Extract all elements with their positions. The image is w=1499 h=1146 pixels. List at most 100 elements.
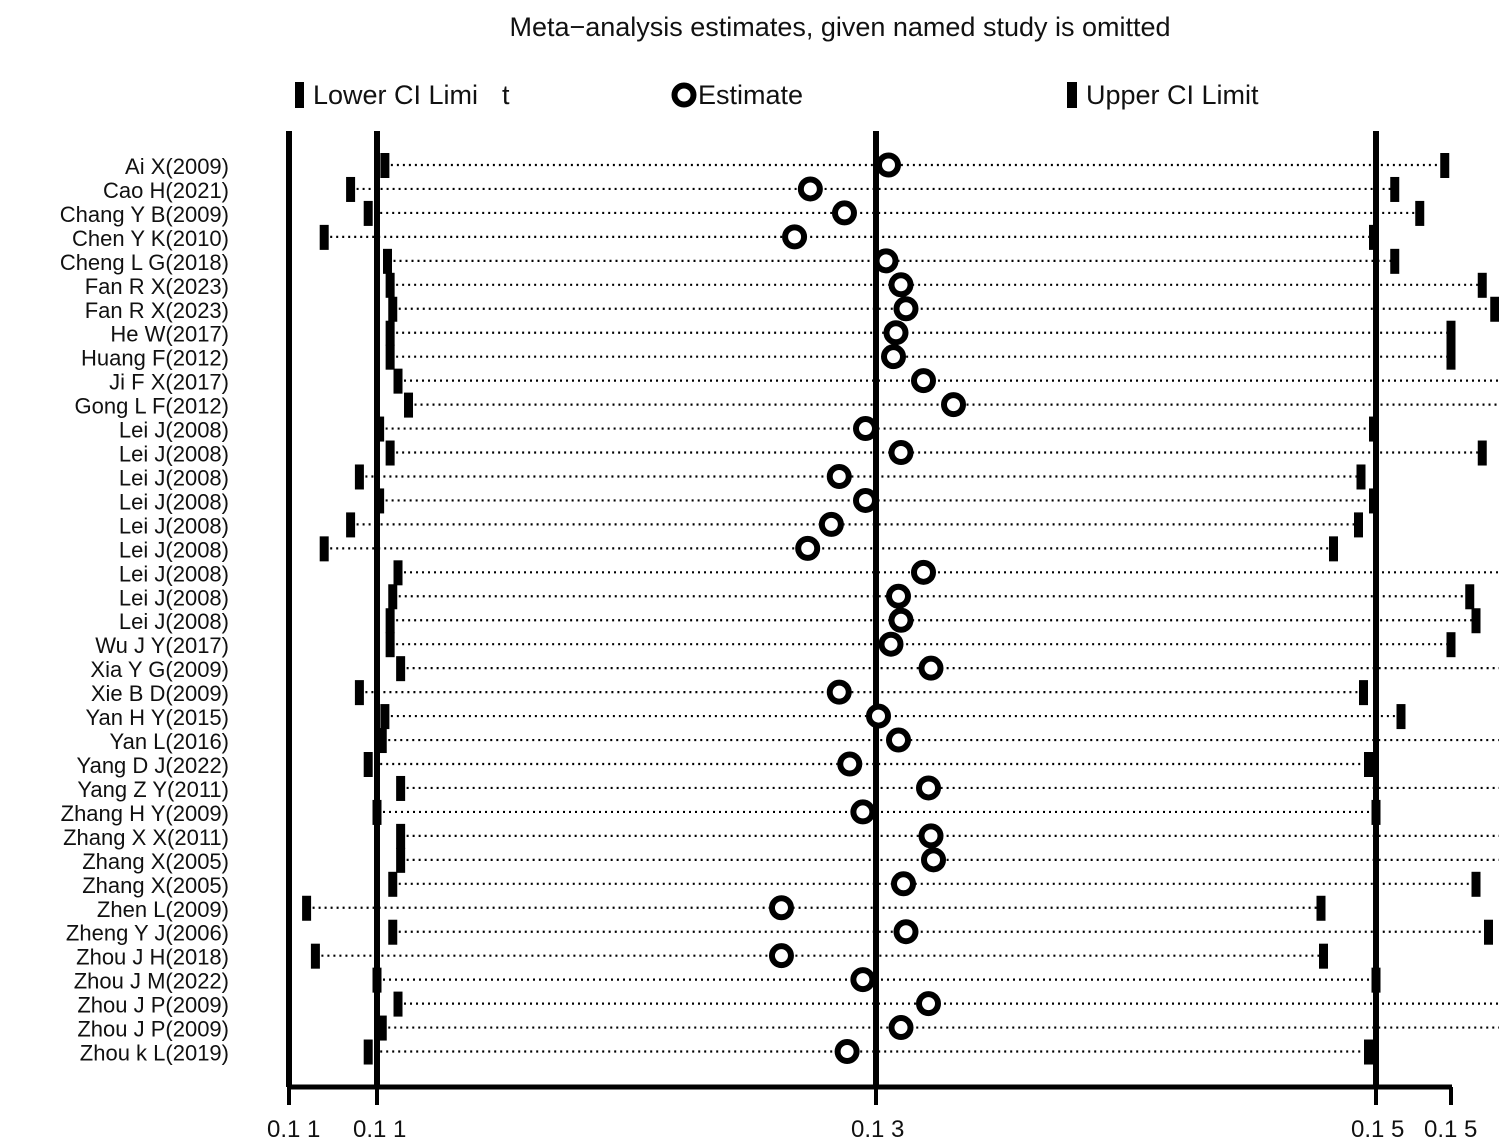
upper-ci-mark bbox=[1369, 488, 1378, 514]
legend-lower-ci-icon bbox=[295, 82, 304, 108]
study-row bbox=[385, 320, 1456, 346]
x-tick-label: 0.1 3 bbox=[851, 1116, 904, 1143]
lower-ci-mark bbox=[385, 344, 395, 370]
study-row bbox=[385, 440, 1487, 466]
lower-ci-mark bbox=[363, 200, 373, 226]
lower-ci-mark bbox=[375, 416, 385, 442]
upper-ci-mark bbox=[1354, 512, 1363, 538]
study-rows bbox=[302, 152, 1499, 1065]
study-label: Huang F(2012) bbox=[81, 346, 229, 371]
lower-ci-mark bbox=[383, 248, 393, 274]
estimate-point bbox=[911, 368, 936, 394]
estimate-point bbox=[850, 967, 876, 993]
legend-upper-ci-icon bbox=[1067, 82, 1077, 108]
upper-ci-mark bbox=[1390, 176, 1400, 202]
lower-ci-mark bbox=[404, 392, 414, 418]
study-label: Fan R X(2023) bbox=[85, 298, 229, 323]
estimate-point bbox=[831, 200, 857, 226]
study-row bbox=[354, 463, 1366, 490]
study-row bbox=[396, 655, 1499, 682]
upper-ci-mark bbox=[1465, 584, 1475, 610]
upper-ci-mark bbox=[1319, 943, 1328, 969]
study-row bbox=[375, 416, 1378, 442]
lower-ci-mark bbox=[388, 919, 398, 945]
estimate-point bbox=[837, 751, 863, 777]
study-row bbox=[388, 583, 1475, 610]
upper-ci-mark bbox=[1369, 416, 1378, 442]
lower-ci-mark bbox=[375, 488, 385, 514]
legend: Lower CI Limi t Estimate Upper CI Limit bbox=[295, 80, 1259, 110]
study-label: Zhou J P(2009) bbox=[77, 993, 229, 1018]
study-label: Xie B D(2009) bbox=[91, 681, 229, 706]
study-labels: Ai X(2009)Cao H(2021)Chang Y B(2009)Chen… bbox=[60, 154, 229, 1066]
x-tick-label: 0.1 1 bbox=[267, 1116, 320, 1143]
study-label: Yan L(2016) bbox=[110, 729, 229, 754]
estimate-point bbox=[886, 727, 911, 753]
upper-ci-mark bbox=[1316, 895, 1326, 921]
estimate-point bbox=[891, 871, 916, 897]
upper-ci-mark bbox=[1446, 320, 1456, 346]
upper-ci-mark bbox=[1471, 608, 1481, 634]
study-label: Zheng Y J(2006) bbox=[66, 921, 229, 946]
upper-ci-mark bbox=[1396, 704, 1406, 730]
study-row bbox=[393, 991, 1499, 1017]
estimate-point bbox=[911, 559, 936, 585]
x-tick-label: 0.1 5 bbox=[1351, 1116, 1404, 1143]
x-tick-label: 0.1 5 bbox=[1424, 1116, 1477, 1143]
study-label: Zhen L(2009) bbox=[97, 897, 229, 922]
lower-ci-mark bbox=[372, 967, 382, 993]
study-label: Lei J(2008) bbox=[119, 585, 229, 610]
study-row bbox=[380, 152, 1450, 178]
legend-lower-ci-label-suffix: t bbox=[502, 80, 510, 110]
lower-ci-mark bbox=[372, 799, 382, 825]
lower-ci-mark bbox=[396, 656, 406, 682]
study-label: Zhou J H(2018) bbox=[76, 945, 229, 970]
study-label: Zhou J M(2022) bbox=[74, 969, 229, 994]
study-row bbox=[396, 847, 1499, 873]
estimate-point bbox=[782, 224, 808, 250]
x-tick-label: 0.1 1 bbox=[353, 1116, 406, 1143]
estimate-point bbox=[893, 296, 919, 322]
upper-ci-mark bbox=[1369, 224, 1378, 250]
study-row bbox=[388, 871, 1481, 897]
estimate-point bbox=[918, 655, 944, 681]
study-label: Ai X(2009) bbox=[125, 154, 229, 179]
upper-ci-mark bbox=[1446, 344, 1456, 370]
study-row bbox=[319, 224, 1378, 250]
lower-ci-mark bbox=[346, 176, 356, 202]
estimate-point bbox=[797, 176, 823, 202]
lower-ci-mark bbox=[385, 320, 395, 346]
study-label: Lei J(2008) bbox=[119, 561, 229, 586]
lower-ci-mark bbox=[380, 704, 390, 730]
legend-estimate-icon bbox=[671, 82, 697, 108]
upper-ci-mark bbox=[1446, 632, 1456, 658]
lower-ci-mark bbox=[385, 608, 395, 634]
study-row bbox=[310, 943, 1328, 969]
study-label: Cao H(2021) bbox=[103, 178, 229, 203]
study-row bbox=[363, 1039, 1373, 1065]
study-row bbox=[380, 703, 1406, 730]
study-row bbox=[354, 679, 1368, 706]
estimate-point bbox=[888, 607, 914, 633]
upper-ci-mark bbox=[1390, 248, 1400, 274]
lower-ci-mark bbox=[388, 296, 398, 322]
study-label: Zhang H Y(2009) bbox=[61, 801, 229, 826]
estimate-point bbox=[852, 416, 878, 442]
study-row bbox=[393, 368, 1499, 394]
study-row bbox=[346, 176, 1400, 202]
lower-ci-mark bbox=[319, 224, 329, 250]
study-label: Zhou k L(2019) bbox=[80, 1041, 229, 1066]
estimate-point bbox=[888, 1015, 914, 1041]
estimate-point bbox=[883, 320, 909, 346]
estimate-point bbox=[876, 152, 901, 178]
upper-ci-mark bbox=[1364, 752, 1373, 777]
study-row bbox=[396, 775, 1499, 801]
chart-title: Meta−analysis estimates, given named stu… bbox=[509, 12, 1170, 42]
lower-ci-mark bbox=[363, 1039, 373, 1065]
study-row bbox=[372, 967, 1381, 993]
study-row bbox=[302, 895, 1326, 921]
reference-lines bbox=[286, 131, 1379, 1087]
upper-ci-mark bbox=[1440, 153, 1450, 178]
estimate-point bbox=[873, 248, 899, 274]
